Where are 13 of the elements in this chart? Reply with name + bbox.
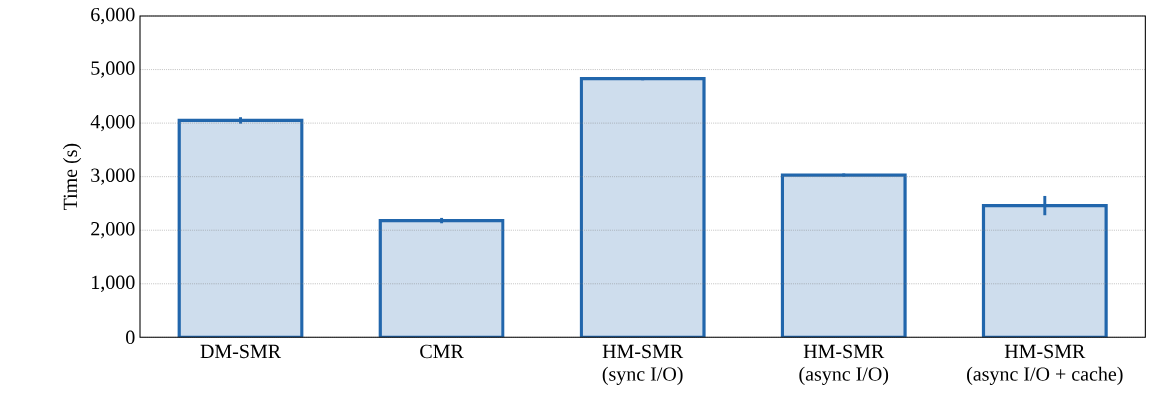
y-tick-label: 3,000 [91, 168, 135, 185]
x-tick-label: DM-SMR [200, 344, 282, 359]
y-tick-label: 4,000 [90, 114, 135, 132]
y-tick-label: 0 [126, 330, 135, 345]
y-axis-title: Time (s) [63, 143, 82, 211]
y-tick-label: 1,000 [92, 275, 135, 292]
x-tick-label: HM-SMR (sync I/O) [602, 344, 684, 385]
x-tick-label: CMR [420, 344, 464, 359]
y-tick-label: 6,000 [91, 7, 135, 25]
y-tick-label: 2,000 [91, 222, 135, 239]
x-tick-label: HM-SMR (async I/O) [799, 344, 889, 385]
y-tick-label: 5,000 [91, 61, 135, 78]
x-tick-label: HM-SMR (async I/O + cache) [967, 344, 1123, 385]
